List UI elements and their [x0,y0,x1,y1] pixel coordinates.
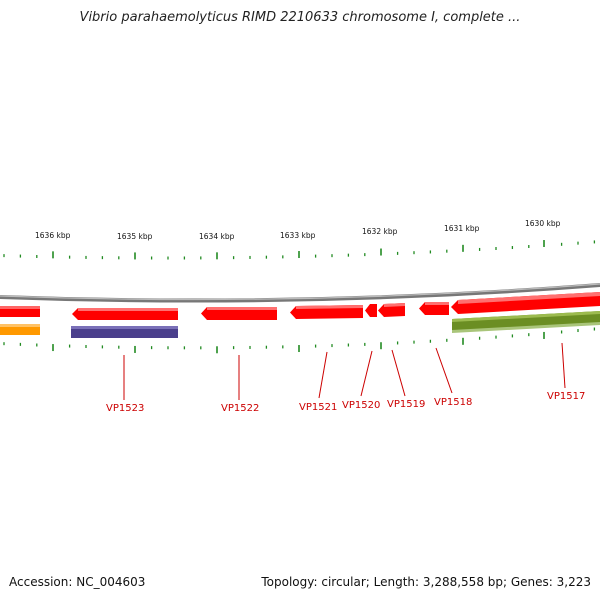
ruler-ticks-top [3,240,596,260]
gene-VP1521[interactable] [290,305,363,319]
gene-label-VP1521[interactable]: VP1521 [299,402,337,413]
gene-label-VP1523[interactable]: VP1523 [106,403,144,414]
label-leaders [123,342,566,400]
ruler-label: 1630 kbp [525,219,561,228]
ruler-labels: 1636 kbp 1635 kbp 1634 kbp 1633 kbp 1632… [35,219,561,241]
feature-left-partial[interactable] [0,306,40,335]
gene-VP1522[interactable] [201,307,277,320]
ruler-label: 1631 kbp [444,224,480,233]
gene-VP1517[interactable] [451,292,600,333]
gene-label-VP1520[interactable]: VP1520 [342,400,380,411]
accession-text: Accession: NC_004603 [9,575,146,589]
map-title: Vibrio parahaemolyticus RIMD 2210633 chr… [79,10,521,25]
gene-label-VP1519[interactable]: VP1519 [387,399,425,410]
gene-VP1519[interactable] [378,303,405,317]
sequence-summary-text: Topology: circular; Length: 3,288,558 bp… [261,575,591,589]
protein-VP1517 [452,311,600,332]
gene-label-VP1518[interactable]: VP1518 [434,397,472,408]
ruler-label: 1635 kbp [117,232,153,241]
gene-VP1520[interactable] [365,304,377,317]
ruler-ticks-bottom [3,327,596,354]
gene-label-VP1517[interactable]: VP1517 [547,391,585,402]
ruler-label: 1634 kbp [199,232,235,241]
gene-VP1523[interactable] [71,308,178,338]
ruler-label: 1636 kbp [35,231,71,240]
ruler-label: 1632 kbp [362,227,398,236]
ruler-label: 1633 kbp [280,231,316,240]
chromosome-backbone [0,283,600,303]
gene-label-VP1522[interactable]: VP1522 [221,403,259,414]
gene-VP1518[interactable] [419,302,449,315]
gene-labels: VP1523 VP1522 VP1521 VP1520 VP1519 VP151… [106,391,585,414]
